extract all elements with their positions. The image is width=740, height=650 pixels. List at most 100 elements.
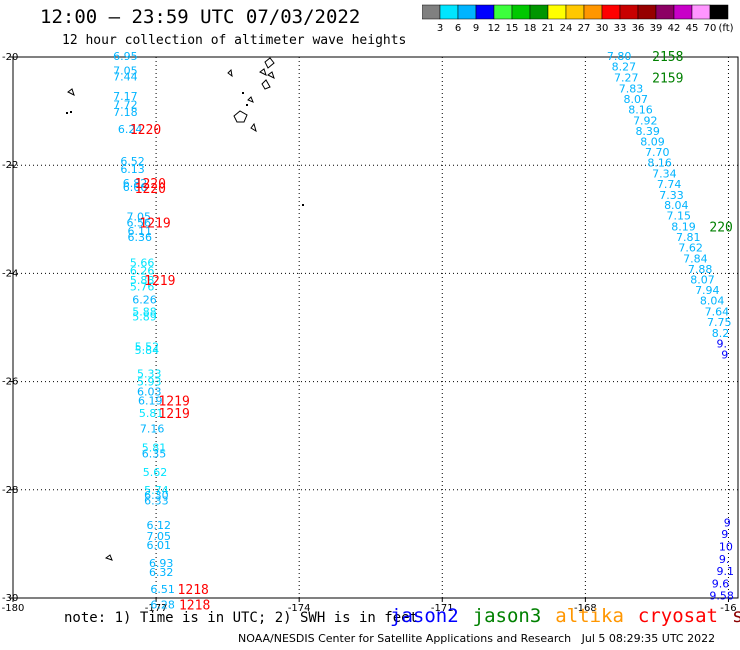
wave-height-label: 8.39 [635, 125, 660, 138]
wave-height-label: 9 [721, 528, 728, 541]
wave-height-label: 6.95 [113, 50, 138, 63]
wave-height-label: 6.82 [123, 177, 148, 190]
wave-height-label: 5.33 [137, 367, 162, 380]
pass-time-label: 1219 [158, 407, 189, 422]
wave-height-label: 7.62 [678, 241, 703, 254]
wave-height-label: 5.66 [130, 257, 155, 270]
wave-height-label: 10 [719, 541, 733, 554]
colorbar-tick: 15 [506, 23, 519, 34]
wave-height-label: 7.15 [666, 210, 691, 223]
wave-height-label: 7.84 [683, 252, 708, 265]
colorbar-swatch [709, 4, 729, 20]
island-outline [104, 554, 113, 561]
wave-height-label: 8.2 [712, 327, 730, 340]
wave-height-label: 9. [717, 338, 728, 351]
colorbar-swatch [673, 4, 693, 20]
wave-height-label: 6.03 [137, 385, 162, 398]
wave-height-label: 8.07 [690, 273, 715, 286]
credit-text: NOAA/NESDIS Center for Satellite Applica… [238, 632, 572, 645]
colorbar-swatch [439, 4, 459, 20]
colorbar-swatch [601, 4, 621, 20]
colorbar-swatch [637, 4, 657, 20]
wave-height-label: 7.88 [688, 263, 713, 276]
wave-height-label: 7.27 [614, 72, 639, 85]
wave-height-label: 7.05 [147, 530, 172, 543]
legend-item-s3a: s3a [732, 605, 740, 627]
wave-height-label: 7.70 [645, 146, 670, 159]
pass-time-label: 1220 [135, 182, 166, 197]
colorbar-tick: 6 [455, 23, 461, 34]
wave-height-label: 7.72 [113, 99, 138, 112]
colorbar-tick: 21 [542, 23, 555, 34]
lat-tick-label: -24 [2, 268, 18, 279]
colorbar-tick: 3 [437, 23, 443, 34]
island-outline [67, 88, 75, 96]
lat-tick-label: -20 [2, 52, 18, 63]
island-dot [70, 111, 72, 113]
colorbar-tick: 33 [614, 23, 627, 34]
island-dot [246, 104, 248, 106]
colorbar-tick: 70 [704, 23, 717, 34]
wave-height-label: 7.05 [127, 211, 152, 224]
wave-height-label: 9 [724, 516, 731, 529]
wave-height-label: 6.35 [142, 448, 167, 461]
satellite-legend: jason2 jason3 altika cryosat s3a [390, 605, 740, 627]
map-subtitle: 12 hour collection of altimeter wave hei… [62, 33, 407, 48]
legend-item-jason2: jason2 [390, 605, 459, 627]
colorbar-tick: 18 [524, 23, 537, 34]
wave-height-label: 6.13 [120, 163, 145, 176]
map-frame [12, 56, 739, 599]
colorbar-tick: 9 [473, 23, 479, 34]
wave-height-label: 7.64 [705, 305, 730, 318]
wave-height-label: 7.44 [113, 70, 138, 83]
pass-time-label: 1219 [158, 395, 189, 410]
colorbar-tick: 45 [686, 23, 699, 34]
wave-height-label: 6.30 [144, 489, 169, 502]
wave-height-label: 8.16 [628, 103, 653, 116]
colorbar-swatch [691, 4, 711, 20]
wave-height-label: 9 [721, 349, 728, 362]
pass-time-label: 220 [709, 220, 732, 235]
generated-timestamp: Jul 5 08:29:35 UTC 2022 [581, 632, 716, 645]
wave-height-label: 8.07 [624, 93, 649, 106]
wave-height-label: 9.58 [709, 589, 734, 602]
pass-time-label: 1220 [135, 177, 166, 192]
wave-height-label: 5.89 [132, 311, 157, 324]
colorbar-swatch [475, 4, 495, 20]
lat-tick-label: -28 [2, 485, 18, 496]
colorbar-swatch [457, 4, 477, 20]
wave-height-label: 7.81 [676, 231, 701, 244]
colorbar-swatch [655, 4, 675, 20]
colorbar-tick: 39 [650, 23, 663, 34]
wave-height-label: 5.93 [137, 376, 162, 389]
wave-height-label: 7.80 [607, 50, 632, 63]
lat-tick-label: -26 [2, 377, 18, 388]
island-outline [227, 68, 233, 78]
wave-height-label: 9.6 [712, 577, 730, 590]
wave-height-label: 5.88 [130, 274, 155, 287]
colorbar-swatch [511, 4, 531, 20]
island-outline [267, 71, 275, 79]
island-dot [66, 112, 68, 114]
island-outline [264, 57, 275, 69]
wave-height-label: 8.19 [671, 220, 696, 233]
wave-height-label: 5.62 [143, 466, 168, 479]
colorbar-tick: 30 [596, 23, 609, 34]
legend-item-cryosat: cryosat [637, 605, 718, 627]
wave-height-label: 6.24 [118, 123, 142, 136]
wave-height-label: 9.1 [717, 565, 735, 578]
wave-height-label: 6.32 [149, 566, 174, 579]
island-dot [302, 204, 304, 206]
colorbar-swatch [547, 4, 567, 20]
colorbar-tick: (ft) [718, 23, 733, 34]
legend-item-jason3: jason3 [472, 605, 542, 627]
credit-line: NOAA/NESDIS Center for Satellite Applica… [238, 632, 715, 645]
lat-tick-label: -22 [2, 160, 18, 171]
wave-height-label: 9. [719, 553, 730, 566]
wave-height-label: 8.04 [700, 294, 725, 307]
footnote: note: 1) Time is in UTC; 2) SWH is in fe… [64, 610, 419, 626]
island-outline [259, 68, 267, 76]
colorbar-tick: 27 [578, 23, 591, 34]
wave-height-label: 5.74 [144, 484, 169, 497]
